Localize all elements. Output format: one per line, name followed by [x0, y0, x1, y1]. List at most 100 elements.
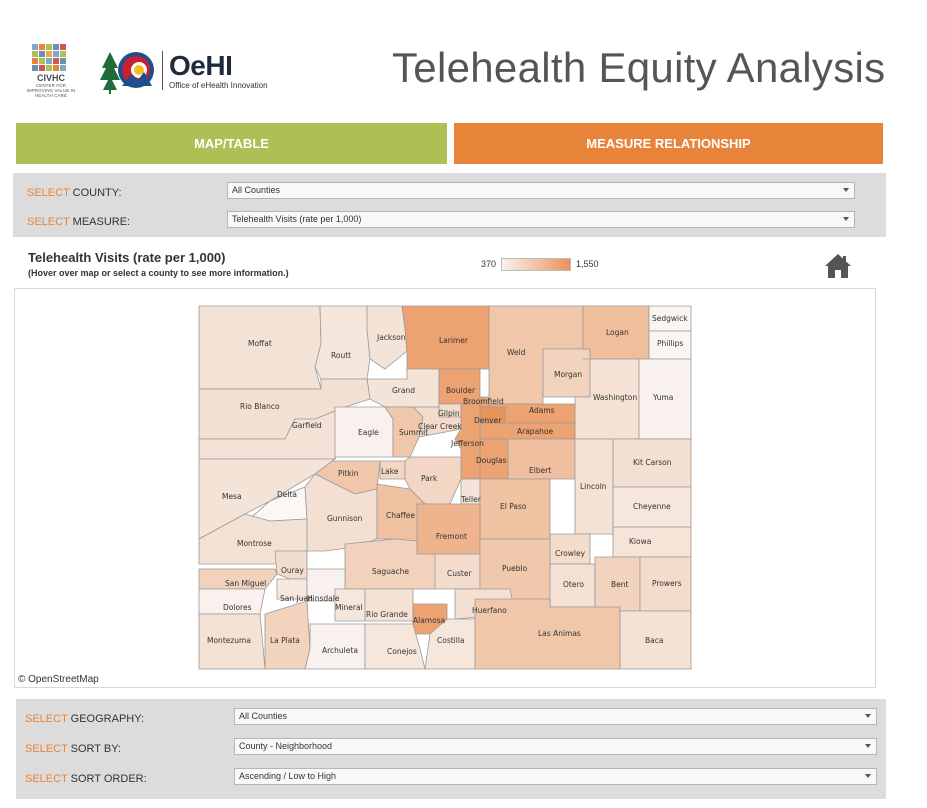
county-labels: Moffat Routt Jackson Larimer Weld Logan …: [207, 314, 688, 656]
select-prefix: SELECT: [25, 713, 68, 725]
county-label: Teller: [460, 495, 482, 504]
county-label: Arapahoe: [517, 427, 554, 436]
measure-select[interactable]: Telehealth Visits (rate per 1,000): [227, 211, 855, 228]
county-san-miguel[interactable]: [198, 568, 278, 590]
county-label: San Juan: [280, 594, 313, 603]
sort-order-filter-row: SELECT SORT ORDER: Ascending / Low to Hi…: [16, 768, 886, 790]
county-label: Rio Blanco: [240, 402, 280, 411]
sort-order-filter-label: SELECT SORT ORDER:: [25, 773, 147, 785]
county-label: Larimer: [439, 336, 469, 345]
county-label: Kit Carson: [633, 458, 672, 467]
sort-by-filter-label: SELECT SORT BY:: [25, 743, 121, 755]
county-label: Custer: [447, 569, 472, 578]
county-label: Gilpin: [438, 409, 460, 418]
county-label: Las Animas: [538, 629, 581, 638]
county-routt[interactable]: [314, 305, 372, 380]
county-label: Baca: [645, 636, 663, 645]
county-label: Morgan: [554, 370, 582, 379]
county-label: San Miguel: [225, 579, 266, 588]
sort-by-select-value: County - Neighborhood: [239, 741, 333, 751]
county-label: Broomfield: [463, 397, 504, 406]
sort-by-select[interactable]: County - Neighborhood: [234, 738, 877, 755]
county-label: Costilla: [437, 636, 465, 645]
measure-filter-label: SELECT MEASURE:: [27, 216, 130, 228]
page-title: Telehealth Equity Analysis: [392, 44, 886, 91]
county-archuleta[interactable]: [304, 623, 366, 670]
county-label: Garfield: [292, 421, 322, 430]
county-label: Weld: [507, 348, 526, 357]
county-filter-row: SELECT COUNTY: All Counties: [13, 182, 886, 204]
geography-select-value: All Counties: [239, 711, 288, 721]
sort-order-label-text: SORT ORDER:: [70, 773, 147, 785]
county-label: Crowley: [555, 549, 586, 558]
county-kiowa[interactable]: [612, 526, 692, 558]
sort-by-filter-row: SELECT SORT BY: County - Neighborhood: [16, 738, 886, 760]
select-prefix: SELECT: [25, 743, 68, 755]
map-attribution[interactable]: © OpenStreetMap: [18, 674, 99, 685]
county-filter-label: SELECT COUNTY:: [27, 187, 122, 199]
geography-filter-label: SELECT GEOGRAPHY:: [25, 713, 144, 725]
county-label: Douglas: [476, 456, 507, 465]
county-label: La Plata: [270, 636, 300, 645]
sort-order-select[interactable]: Ascending / Low to High: [234, 768, 877, 785]
county-label: Boulder: [446, 386, 476, 395]
county-label: Pitkin: [338, 469, 359, 478]
county-label: Lincoln: [580, 482, 607, 491]
geography-filter-row: SELECT GEOGRAPHY: All Counties: [16, 708, 886, 730]
measure-select-value: Telehealth Visits (rate per 1,000): [232, 214, 362, 224]
county-label: Summit: [399, 428, 428, 437]
choropleth-map[interactable]: Moffat Routt Jackson Larimer Weld Logan …: [14, 288, 876, 688]
county-label: Delta: [277, 490, 297, 499]
county-map-svg[interactable]: Moffat Routt Jackson Larimer Weld Logan …: [15, 289, 875, 687]
county-label-text: COUNTY:: [72, 187, 122, 199]
county-label: Sedgwick: [652, 314, 688, 323]
county-label: Fremont: [436, 532, 467, 541]
county-label: Clear Creek: [418, 422, 462, 431]
county-fremont[interactable]: [416, 503, 481, 555]
county-label: Otero: [563, 580, 584, 589]
county-label: Adams: [529, 406, 555, 415]
county-label: Rio Grande: [366, 610, 408, 619]
county-label: El Paso: [500, 502, 527, 511]
civhc-name: CIVHC: [36, 73, 65, 83]
select-prefix: SELECT: [27, 187, 70, 199]
county-select[interactable]: All Counties: [227, 182, 855, 199]
home-icon[interactable]: [824, 252, 852, 280]
legend-min-value: 370: [481, 259, 497, 269]
county-label: Routt: [331, 351, 351, 360]
county-label: Logan: [606, 328, 629, 337]
county-label: Montezuma: [207, 636, 251, 645]
county-label: Lake: [381, 467, 399, 476]
county-label: Prowers: [652, 579, 682, 588]
sort-by-label-text: SORT BY:: [70, 743, 121, 755]
county-label: Grand: [392, 386, 415, 395]
chevron-down-icon: [865, 744, 871, 748]
geography-select[interactable]: All Counties: [234, 708, 877, 725]
civhc-tagline: CENTER FOR IMPROVING VALUE IN HEALTH CAR…: [26, 83, 76, 98]
county-baca[interactable]: [619, 610, 692, 670]
county-label: Hinsdale: [307, 594, 340, 603]
tab-map-table[interactable]: MAP/TABLE: [16, 123, 447, 164]
county-la-plata[interactable]: [264, 600, 311, 670]
chevron-down-icon: [843, 217, 849, 221]
county-conejos[interactable]: [364, 623, 426, 670]
chevron-down-icon: [865, 714, 871, 718]
county-label: Pueblo: [502, 564, 528, 573]
geography-label-text: GEOGRAPHY:: [70, 713, 145, 725]
chevron-down-icon: [843, 188, 849, 192]
county-label: Yuma: [652, 393, 673, 402]
oehi-text: OeHI Office of eHealth Innovation: [162, 49, 268, 90]
county-costilla[interactable]: [424, 618, 476, 670]
colorado-tree-logo-icon: [100, 52, 154, 94]
sort-order-select-value: Ascending / Low to High: [239, 771, 337, 781]
county-label: Bent: [611, 580, 629, 589]
filter-panel: SELECT COUNTY: All Counties SELECT MEASU…: [13, 173, 886, 237]
county-label: Eagle: [358, 428, 379, 437]
county-label: Saguache: [372, 567, 409, 576]
tab-measure-relationship[interactable]: MEASURE RELATIONSHIP: [454, 123, 883, 164]
county-label: Park: [421, 474, 438, 483]
oehi-name: OeHI: [169, 49, 233, 81]
measure-filter-row: SELECT MEASURE: Telehealth Visits (rate …: [13, 211, 886, 233]
county-label: Montrose: [237, 539, 272, 548]
county-label: Denver: [474, 416, 502, 425]
